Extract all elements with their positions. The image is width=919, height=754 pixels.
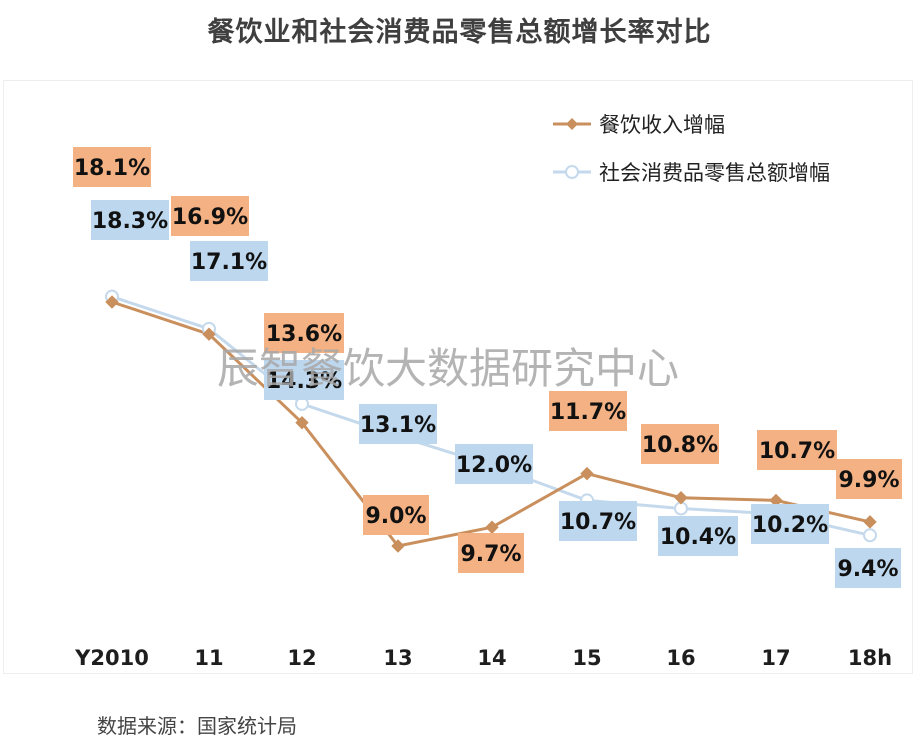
data-label-box — [559, 501, 637, 541]
data-labels: 18.1%16.9%13.6%9.0%9.7%11.7%10.8% 10.7%9.… — [73, 147, 902, 588]
data-label-box — [455, 444, 533, 484]
x-tick-label: 16 — [666, 646, 695, 670]
data-label-box — [73, 147, 151, 187]
data-label-box — [836, 459, 902, 499]
data-label: 14.3% — [266, 369, 342, 394]
marker-catering — [863, 515, 877, 529]
x-tick-label: 11 — [194, 646, 223, 670]
data-label-box — [835, 548, 901, 588]
data-label: 18.1% — [74, 156, 150, 181]
x-axis-ticks: Y2010 11 12 13 14 15 16 17 18h — [74, 646, 892, 670]
data-label: 10.4% — [660, 525, 736, 550]
data-label-box — [363, 495, 429, 535]
data-label: 9.4% — [837, 557, 898, 582]
data-label: 17.1% — [191, 250, 267, 275]
data-label-box — [658, 516, 738, 556]
x-tick-label: 12 — [287, 646, 316, 670]
data-label: 10.8% — [642, 433, 718, 458]
data-label: 13.6% — [266, 322, 342, 347]
legend-marker — [566, 118, 578, 130]
data-label: 11.7% — [550, 400, 626, 425]
marker-catering — [105, 295, 119, 309]
x-tick-label: 15 — [572, 646, 601, 670]
data-label: 16.9% — [172, 205, 248, 230]
data-label-box — [359, 404, 437, 444]
chart-title: 餐饮业和社会消费品零售总额增长率对比 — [207, 17, 712, 48]
data-label: 9.7% — [460, 542, 521, 567]
legend-marker — [565, 165, 579, 179]
x-tick-label: 14 — [477, 646, 506, 670]
marker-catering — [580, 466, 594, 481]
data-label-box — [264, 313, 344, 353]
x-tick-label: 13 — [383, 646, 412, 670]
data-label-box — [757, 430, 837, 470]
watermark: 辰智餐饮大数据研究中心 — [217, 344, 679, 393]
marker-retail — [863, 528, 877, 543]
marker-catering — [674, 491, 688, 505]
data-label-box — [751, 504, 829, 544]
data-label: 10.2% — [752, 513, 828, 538]
data-label: 10.7% — [560, 510, 636, 535]
x-tick-label: Y2010 — [74, 646, 149, 670]
data-label: 13.1% — [360, 413, 436, 438]
data-label-box — [641, 424, 719, 464]
source-note: 数据来源：国家统计局 — [97, 714, 297, 738]
marker-catering — [295, 415, 309, 430]
legend-label: 餐饮收入增幅 — [599, 113, 725, 137]
data-label-box — [458, 533, 524, 573]
data-label: 9.9% — [838, 468, 899, 493]
data-label-box — [91, 200, 169, 240]
x-tick-label: 17 — [761, 646, 790, 670]
data-label: 10.7% — [759, 439, 835, 464]
data-label-box — [190, 241, 268, 281]
data-label-box — [171, 196, 249, 236]
data-label-box — [264, 360, 344, 400]
marker-catering — [391, 539, 405, 553]
marker-catering — [202, 327, 216, 341]
data-label: 9.0% — [365, 504, 426, 529]
marker-catering — [485, 520, 499, 534]
watermark-text: 辰智餐饮大数据研究中心 — [217, 344, 679, 393]
plot-area — [3, 80, 913, 674]
data-label-box — [549, 391, 627, 431]
data-label: 18.3% — [92, 209, 168, 234]
data-label: 12.0% — [456, 453, 532, 478]
legend-label: 社会消费品零售总额增幅 — [599, 161, 830, 185]
x-tick-label: 18h — [848, 646, 892, 670]
